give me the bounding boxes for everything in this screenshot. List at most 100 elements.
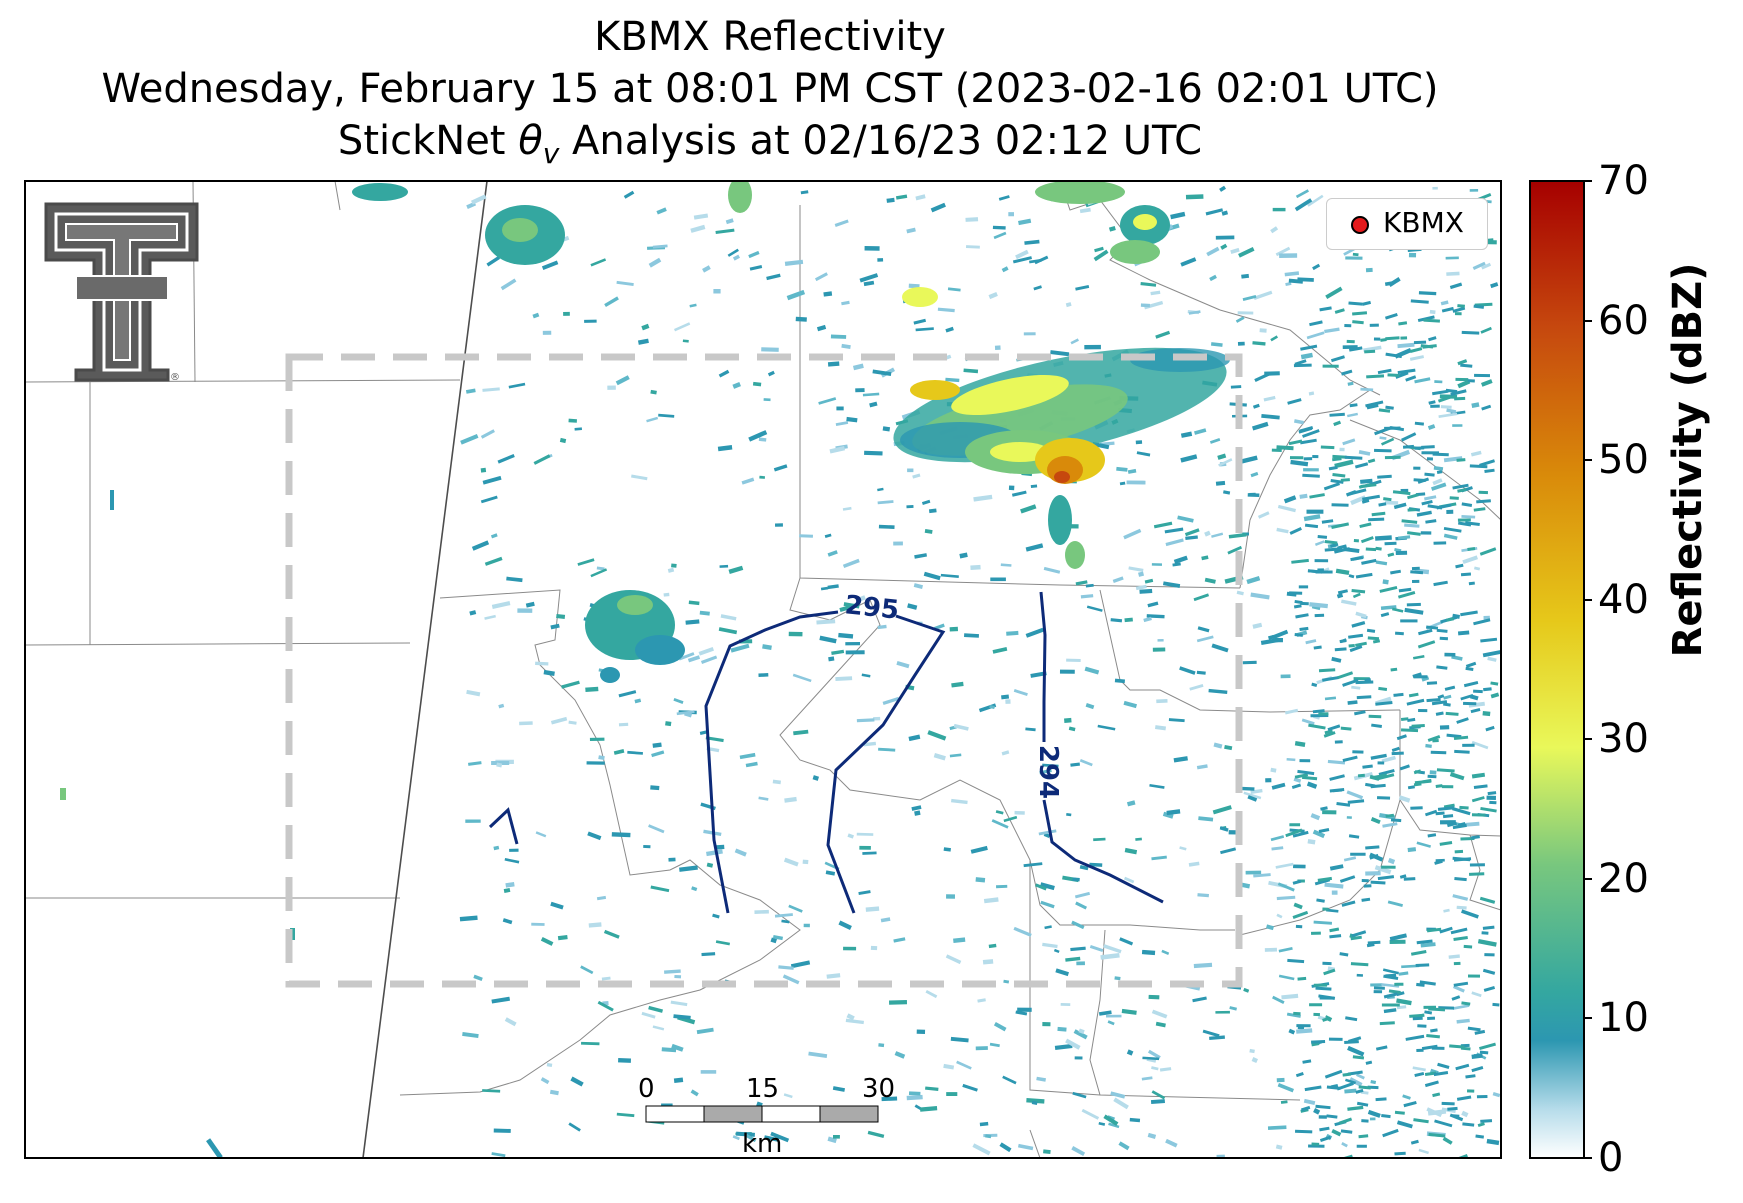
- echo-streak: [790, 960, 811, 969]
- echo-streak: [758, 796, 769, 801]
- echo-streak: [1396, 1120, 1413, 1129]
- echo-streak: [482, 1089, 501, 1093]
- echo-streak: [1241, 273, 1250, 279]
- echo-streak: [1385, 405, 1394, 410]
- contour-fragment: [488, 807, 519, 845]
- echo-streak: [1445, 388, 1458, 394]
- echo-streak: [700, 655, 718, 664]
- echo-streak: [1322, 364, 1339, 368]
- echo-streak: [498, 703, 505, 709]
- echo-streak: [1079, 207, 1091, 214]
- echo-streak: [1361, 300, 1372, 306]
- echo-streak: [1327, 759, 1346, 765]
- echo-streak: [1078, 1028, 1085, 1034]
- echo-streak: [1435, 711, 1444, 716]
- echo-streak: [856, 832, 874, 836]
- echo-streak: [778, 965, 794, 970]
- echo-streak: [462, 1031, 479, 1038]
- echo-streak: [1129, 1117, 1141, 1123]
- echo-streak: [719, 564, 729, 568]
- echo-streak: [1379, 1021, 1395, 1026]
- echo-streak: [1355, 680, 1374, 685]
- echo-streak: [1318, 668, 1336, 673]
- echo-streak: [880, 917, 891, 923]
- echo-streak: [1350, 495, 1367, 506]
- echo-streak: [996, 884, 1008, 889]
- echo-streak: [1356, 1144, 1367, 1148]
- echo-streak: [1406, 602, 1421, 607]
- echo-streak: [715, 844, 725, 850]
- echo-streak: [1467, 974, 1480, 978]
- echo-streak: [1294, 359, 1307, 366]
- echo-streak: [1427, 1016, 1436, 1020]
- echo-streak: [1390, 569, 1402, 575]
- echo-streak: [1257, 511, 1270, 519]
- echo-streak: [921, 499, 931, 505]
- echo-streak: [519, 721, 533, 726]
- echo-streak: [1309, 493, 1325, 499]
- echo-streak: [1236, 590, 1244, 596]
- echo-streak: [949, 626, 959, 632]
- echo-streak: [493, 845, 500, 851]
- echo-streak: [1038, 829, 1057, 836]
- echo-streak: [1437, 806, 1455, 811]
- echo-streak: [1366, 403, 1379, 410]
- echo-streak: [1209, 274, 1217, 282]
- echo-streak: [1422, 344, 1437, 349]
- echo-streak: [674, 974, 682, 979]
- echo-streak: [1437, 1062, 1450, 1069]
- echo-streak: [1311, 1039, 1326, 1044]
- echo-streak: [1452, 483, 1469, 490]
- echo-streak: [1356, 695, 1372, 700]
- echo-streak: [1313, 645, 1322, 650]
- echo-streak: [1270, 835, 1285, 842]
- echo-streak: [1457, 488, 1467, 493]
- echo-streak: [745, 761, 758, 768]
- echo-streak: [1309, 602, 1328, 609]
- echo-streak: [1322, 810, 1337, 815]
- echo-streak: [673, 1014, 691, 1020]
- echo-streak: [1306, 781, 1318, 789]
- echo-streak: [1314, 540, 1325, 547]
- echo-streak: [1471, 813, 1486, 817]
- echo-streak: [846, 416, 858, 423]
- echo-streak: [1341, 1142, 1348, 1148]
- echo-streak: [1402, 1094, 1411, 1100]
- echo-streak: [1071, 1146, 1086, 1157]
- echo-streak: [842, 506, 852, 511]
- echo-streak: [1446, 617, 1454, 622]
- echo-streak: [1112, 576, 1124, 584]
- echo-streak: [1345, 1078, 1356, 1085]
- echo-streak: [1349, 645, 1363, 653]
- echo-streak: [1439, 636, 1448, 641]
- echo-streak: [1467, 1026, 1481, 1032]
- echo-streak: [1221, 210, 1229, 216]
- echo-streak: [1060, 1002, 1071, 1006]
- echo-streak: [1484, 953, 1495, 957]
- echo-streak: [1413, 769, 1422, 775]
- echo-streak: [803, 923, 810, 928]
- echo-streak: [998, 195, 1010, 201]
- echo-streak: [1371, 511, 1386, 517]
- echo-streak: [1425, 519, 1437, 524]
- echo-streak: [1318, 1115, 1327, 1119]
- echo-streak: [634, 698, 642, 704]
- echo-streak: [1074, 1056, 1083, 1060]
- echo-streak: [1427, 833, 1437, 838]
- echo-streak: [1476, 499, 1491, 504]
- echo-streak: [1250, 471, 1259, 478]
- echo-streak: [915, 327, 934, 332]
- echo-streak: [748, 250, 760, 259]
- echo-streak: [1426, 698, 1441, 703]
- echo-streak: [1401, 519, 1418, 524]
- echo-streak: [1460, 694, 1474, 701]
- echo-streak: [1141, 1076, 1153, 1081]
- echo-streak: [1408, 252, 1417, 258]
- echo-streak: [1297, 976, 1307, 981]
- echo-streak: [906, 505, 914, 509]
- echo-streak: [1288, 439, 1303, 446]
- echo-streak: [577, 558, 595, 566]
- contour-295-east: [826, 614, 946, 914]
- echo-streak: [1380, 437, 1395, 446]
- echo-streak: [786, 289, 806, 301]
